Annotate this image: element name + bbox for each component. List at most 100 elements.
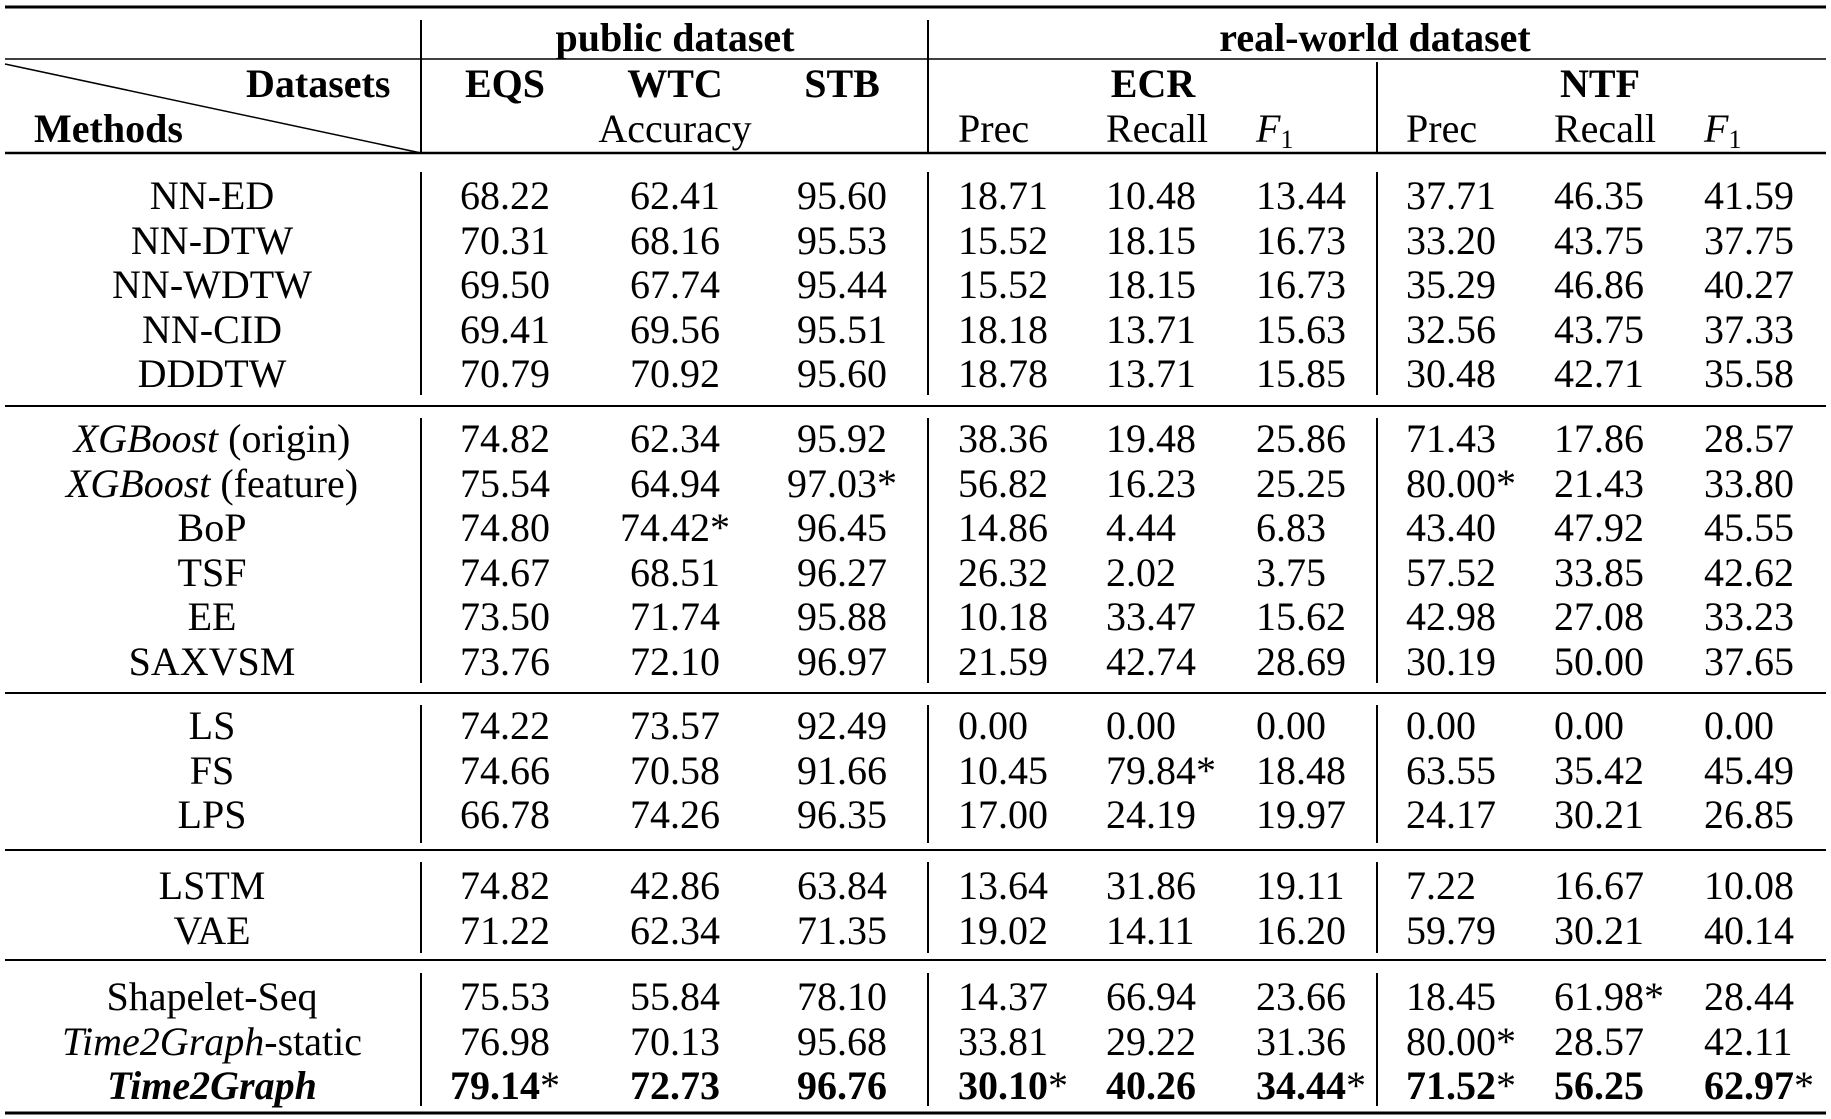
value-cell: 97.03* <box>787 460 897 506</box>
value-cell: 18.71 <box>958 173 1048 218</box>
value-cell: 95.51 <box>797 306 887 352</box>
value-cell: 24.17 <box>1406 792 1496 837</box>
value-cell: 28.44 <box>1704 974 1794 1019</box>
value-cell: 10.08 <box>1704 863 1794 908</box>
value-cell: 45.49 <box>1704 747 1794 793</box>
method-cell: NN-CID <box>142 306 282 352</box>
value-cell: 63.84 <box>797 863 887 908</box>
value-cell: 35.58 <box>1704 351 1794 396</box>
value-cell: 25.25 <box>1256 460 1346 506</box>
value-cell: 74.67 <box>460 549 550 595</box>
dataset-wtc: WTC <box>627 61 723 106</box>
value-cell: 15.52 <box>958 217 1048 263</box>
value-cell: 72.10 <box>630 638 720 684</box>
value-cell: 30.48 <box>1406 351 1496 396</box>
value-cell: 71.74 <box>630 594 720 639</box>
value-cell: 70.58 <box>630 747 720 793</box>
dataset-ntf: NTF <box>1560 61 1640 106</box>
value-cell: 14.37 <box>958 974 1048 1019</box>
value-cell: 74.26 <box>630 792 720 837</box>
value-cell: 17.86 <box>1554 416 1644 461</box>
value-cell: 28.57 <box>1704 416 1794 461</box>
value-cell: 14.11 <box>1106 907 1195 953</box>
value-cell: 15.52 <box>958 262 1048 307</box>
value-cell: 95.92 <box>797 416 887 461</box>
value-cell: 95.53 <box>797 217 887 263</box>
metric-ecr-prec: Prec <box>958 106 1030 151</box>
value-cell: 95.60 <box>797 173 887 218</box>
value-cell: 17.00 <box>958 792 1048 837</box>
group-header-real-world: real-world dataset <box>1219 15 1531 60</box>
value-cell: 19.48 <box>1106 416 1196 461</box>
value-cell: 43.75 <box>1554 306 1644 352</box>
value-cell: 80.00* <box>1406 460 1516 506</box>
value-cell: 14.86 <box>958 505 1048 550</box>
value-cell: 30.19 <box>1406 638 1496 684</box>
value-cell: 74.22 <box>460 703 550 748</box>
value-cell: 33.85 <box>1554 549 1644 595</box>
value-cell: 46.35 <box>1554 173 1644 218</box>
value-cell: 16.23 <box>1106 460 1196 506</box>
diagonal-header-methods: Methods <box>34 106 183 151</box>
value-cell: 30.21 <box>1554 907 1644 953</box>
value-cell: 42.11 <box>1704 1018 1793 1064</box>
value-cell: 91.66 <box>797 747 887 793</box>
value-cell: 19.97 <box>1256 792 1346 837</box>
value-cell: 63.55 <box>1406 747 1496 793</box>
value-cell: 33.23 <box>1704 594 1794 639</box>
value-cell: 68.51 <box>630 549 720 595</box>
value-cell: 78.10 <box>797 974 887 1019</box>
value-cell: 75.53 <box>460 974 550 1019</box>
value-cell: 37.65 <box>1704 638 1794 684</box>
value-cell: 33.80 <box>1704 460 1794 506</box>
metric-ecr-f1: F1 <box>1256 106 1294 154</box>
value-cell: 76.98 <box>460 1018 550 1064</box>
value-cell: 16.67 <box>1554 863 1644 908</box>
value-cell: 95.68 <box>797 1018 887 1064</box>
value-cell: 96.97 <box>797 638 887 684</box>
value-cell: 31.86 <box>1106 863 1196 908</box>
method-cell: TSF <box>177 549 247 595</box>
value-cell: 37.71 <box>1406 173 1496 218</box>
value-cell: 46.86 <box>1554 262 1644 307</box>
value-cell: 50.00 <box>1554 638 1644 684</box>
value-cell: 74.42* <box>620 505 730 550</box>
value-cell: 7.22 <box>1406 863 1476 908</box>
value-cell: 23.66 <box>1256 974 1346 1019</box>
value-cell: 69.41 <box>460 306 550 352</box>
value-cell: 68.22 <box>460 173 550 218</box>
value-cell: 29.22 <box>1106 1018 1196 1064</box>
value-cell: 64.94 <box>630 460 720 506</box>
value-cell: 74.82 <box>460 416 550 461</box>
value-cell: 71.35 <box>797 907 887 953</box>
value-cell: 18.78 <box>958 351 1048 396</box>
value-cell: 19.11 <box>1256 863 1345 908</box>
value-cell: 74.66 <box>460 747 550 793</box>
method-cell: Time2Graph-static <box>62 1018 362 1064</box>
method-cell: DDDTW <box>137 351 287 396</box>
value-cell: 69.50 <box>460 262 550 307</box>
value-cell: 92.49 <box>797 703 887 748</box>
value-cell: 0.00 <box>1704 703 1774 748</box>
value-cell: 79.14* <box>450 1063 560 1108</box>
value-cell: 21.59 <box>958 638 1048 684</box>
value-cell: 43.40 <box>1406 505 1496 550</box>
value-cell: 68.16 <box>630 217 720 263</box>
value-cell: 72.73 <box>630 1063 720 1108</box>
value-cell: 95.60 <box>797 351 887 396</box>
value-cell: 74.80 <box>460 505 550 550</box>
value-cell: 61.98* <box>1554 974 1664 1019</box>
value-cell: 40.14 <box>1704 907 1794 953</box>
value-cell: 73.76 <box>460 638 550 684</box>
value-cell: 15.85 <box>1256 351 1346 396</box>
value-cell: 80.00* <box>1406 1018 1516 1064</box>
value-cell: 69.56 <box>630 306 720 352</box>
value-cell: 71.52* <box>1406 1063 1516 1108</box>
metric-accuracy: Accuracy <box>598 106 752 151</box>
value-cell: 62.97* <box>1704 1063 1814 1108</box>
value-cell: 0.00 <box>958 703 1028 748</box>
value-cell: 18.15 <box>1106 217 1196 263</box>
metric-ntf-f1: F1 <box>1704 106 1742 154</box>
value-cell: 41.59 <box>1704 173 1794 218</box>
